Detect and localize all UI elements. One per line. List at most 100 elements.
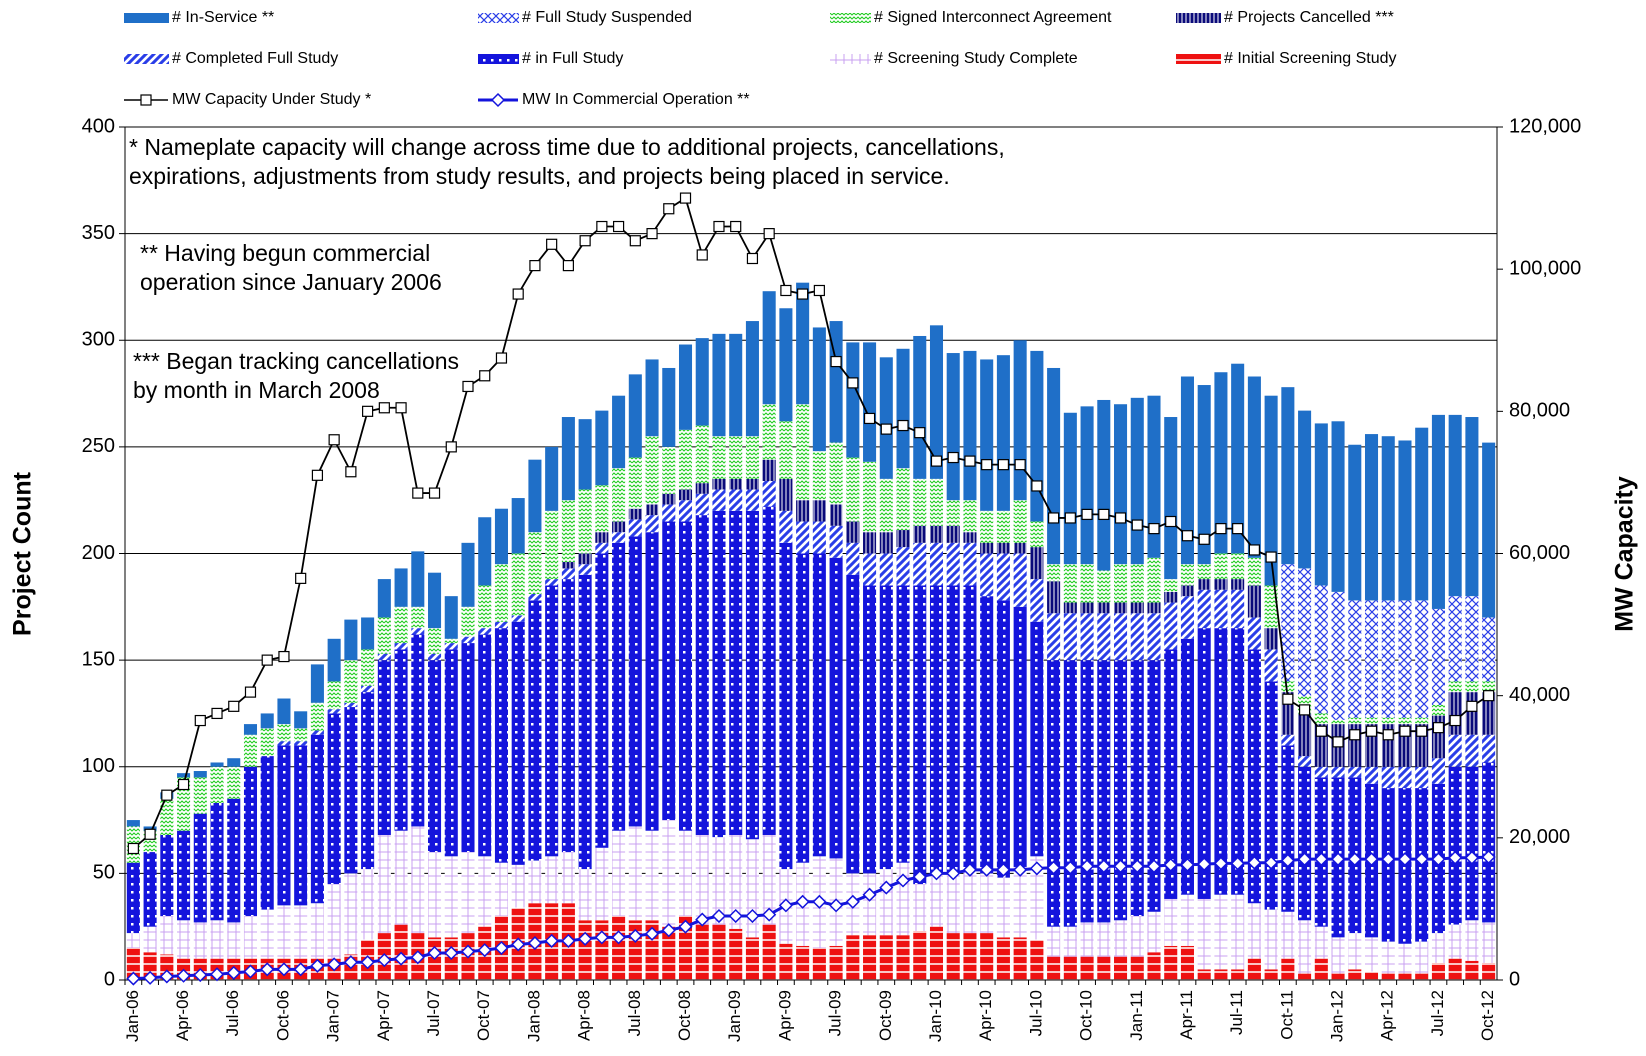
bar-segment: [377, 653, 391, 661]
bar-segment: [411, 634, 425, 827]
y2-tick-label: 20,000: [1509, 826, 1570, 848]
bar-segment: [796, 553, 810, 863]
bar-segment: [1063, 660, 1077, 927]
bar-segment: [1448, 924, 1462, 959]
bar-segment: [1214, 553, 1228, 580]
line-marker: [612, 220, 625, 233]
line-marker: [444, 945, 459, 961]
bar-segment: [160, 798, 174, 835]
line-marker: [345, 466, 357, 478]
bar-segment: [1214, 589, 1228, 629]
bar-segment: [1348, 717, 1362, 725]
line-marker: [979, 862, 994, 877]
bar-segment: [796, 521, 810, 554]
bar-segment: [628, 826, 642, 921]
y-tick-label: 150: [82, 648, 115, 670]
bar-segment: [1264, 969, 1278, 980]
bar-segment: [1448, 681, 1462, 693]
line-marker: [594, 930, 609, 945]
bar-segment: [561, 500, 575, 563]
bar-segment: [762, 459, 776, 481]
legend-label: MW Capacity Under Study *: [172, 91, 371, 108]
bar-segment: [143, 952, 157, 980]
bar-segment: [946, 542, 960, 586]
bar-segment: [712, 510, 726, 838]
line-marker: [494, 940, 509, 956]
line-marker: [1146, 859, 1162, 874]
bar-segment: [327, 709, 341, 714]
legend-swatch: [1176, 54, 1221, 64]
bar-segment: [444, 643, 458, 650]
bar-segment: [1097, 922, 1111, 957]
bar-segment: [846, 457, 860, 522]
bar-segment: [695, 338, 709, 426]
bar-segment: [1482, 692, 1496, 735]
line-marker: [711, 908, 727, 924]
bar-segment: [1147, 613, 1161, 661]
bar-segment: [428, 653, 442, 661]
bar-segment: [394, 568, 408, 607]
legend-label: # Full Study Suspended: [522, 9, 692, 26]
bar-segment: [327, 638, 341, 682]
x-tick-label: Jul-06: [223, 990, 242, 1036]
line-series: [133, 855, 1489, 981]
bar-segment: [913, 478, 927, 526]
legend-swatch: [830, 54, 871, 64]
bar-segment: [1482, 762, 1496, 923]
line-marker: [512, 288, 524, 300]
x-tick-label: Jul-10: [1026, 990, 1045, 1036]
bar-segment: [1281, 911, 1295, 959]
bar-segment: [812, 451, 826, 501]
bar-segment: [1415, 766, 1429, 789]
bar-segment: [1314, 585, 1328, 714]
line-marker: [981, 459, 993, 471]
bar-segment: [1415, 973, 1429, 980]
bar-segment: [1063, 412, 1077, 565]
line-marker: [728, 908, 743, 924]
line-marker: [412, 487, 424, 499]
line-marker: [1264, 855, 1279, 870]
bar-segment: [1448, 596, 1462, 682]
bar-segment: [829, 504, 843, 526]
line-marker: [863, 412, 876, 425]
line-marker: [578, 931, 593, 946]
bar-segment: [528, 532, 542, 595]
bar-segment: [846, 342, 860, 458]
line-marker: [964, 455, 976, 467]
bar-segment: [1348, 600, 1362, 718]
bar-segment: [645, 504, 659, 516]
bar-segment: [678, 916, 693, 980]
bar-segment: [612, 830, 626, 917]
line-marker: [378, 402, 390, 414]
bar-segment: [310, 664, 324, 703]
line-marker: [646, 228, 658, 240]
x-tick-label: Apr-08: [575, 990, 594, 1041]
bar-segment: [712, 436, 726, 479]
bar-segment: [796, 282, 810, 405]
bar-segment: [294, 745, 308, 906]
bar-segment: [1431, 704, 1445, 716]
bar-segment: [695, 834, 709, 925]
bar-segment: [1415, 600, 1429, 718]
bar-segment: [294, 711, 308, 729]
line-marker: [159, 969, 174, 984]
annotation: expirations, adjustments from study resu…: [129, 163, 950, 189]
line-marker: [1046, 860, 1061, 875]
line-marker: [1080, 859, 1095, 874]
line-marker: [477, 943, 492, 958]
line-marker: [495, 352, 508, 364]
bar-segment: [1197, 385, 1211, 565]
line-marker: [1449, 714, 1461, 727]
bar-segment: [1063, 926, 1077, 957]
bar-segment: [1047, 926, 1061, 957]
annotation: ** Having begun commercial: [140, 240, 430, 266]
line-marker: [1130, 859, 1145, 874]
bar-segment: [310, 903, 324, 959]
bar-segment: [1298, 973, 1312, 980]
bar-segment: [1147, 660, 1161, 912]
line-marker: [1048, 512, 1060, 524]
bar-segment: [879, 585, 893, 870]
annotation: operation since January 2006: [140, 269, 442, 295]
line-marker: [895, 873, 911, 888]
bar-segment: [1398, 766, 1412, 789]
